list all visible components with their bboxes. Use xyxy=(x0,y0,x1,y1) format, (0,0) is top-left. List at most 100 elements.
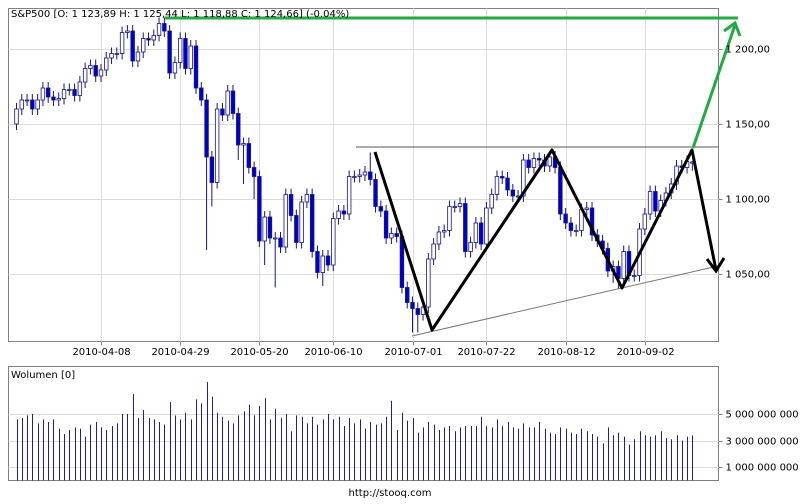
candle-body xyxy=(262,216,267,242)
candle-body xyxy=(558,167,563,215)
candle-body xyxy=(457,203,463,207)
candle-body xyxy=(410,302,415,309)
candle-body xyxy=(162,23,167,32)
candle-body xyxy=(167,30,172,74)
candle-body xyxy=(56,98,61,101)
candle-body xyxy=(61,89,67,99)
candle-body xyxy=(88,65,93,69)
candle-body xyxy=(505,177,510,191)
candle-body xyxy=(320,255,325,273)
y-tick-label: 1 200,00 xyxy=(726,45,771,56)
candle-body xyxy=(632,275,637,277)
candle-body xyxy=(104,57,109,71)
candle-body xyxy=(146,38,151,41)
candle-body xyxy=(67,89,72,91)
x-tick-label: 2010-07-22 xyxy=(457,347,515,358)
candle-body xyxy=(230,90,236,114)
footer: http://stooq.com xyxy=(349,488,432,499)
candle-body xyxy=(141,38,146,53)
candle-body xyxy=(77,81,83,96)
candle-body xyxy=(51,96,56,101)
candle-body xyxy=(415,308,420,315)
candle-body xyxy=(389,233,394,239)
candle-body xyxy=(325,255,331,266)
candle-body xyxy=(93,65,98,77)
candle-body xyxy=(241,143,246,146)
candle-body xyxy=(151,35,156,41)
candle-body xyxy=(188,45,193,69)
candle-body xyxy=(209,156,215,183)
x-tick-label: 2010-04-29 xyxy=(151,347,209,358)
candle-body xyxy=(537,158,542,161)
candle-body xyxy=(394,233,399,237)
candle-body xyxy=(278,237,283,248)
candle-body xyxy=(642,213,648,230)
candle-body xyxy=(288,194,294,216)
candle-body xyxy=(346,176,352,215)
candle-body xyxy=(257,176,262,242)
mark-layer xyxy=(14,17,695,481)
candle-body xyxy=(315,251,320,273)
candle-body xyxy=(35,99,40,110)
candle-body xyxy=(114,53,120,55)
candle-body xyxy=(494,176,500,195)
candle-body xyxy=(177,38,183,63)
candle-body xyxy=(299,201,304,243)
candle-body xyxy=(431,243,436,260)
candle-body xyxy=(156,23,162,36)
volume-panel xyxy=(8,366,719,481)
price-title: S&P500 [O: 1 123,89 H: 1 125,44 L: 1 118… xyxy=(11,9,349,20)
candle-body xyxy=(478,222,484,245)
candle-body xyxy=(468,242,473,252)
user-drawings xyxy=(165,16,742,337)
candle-body xyxy=(283,194,288,248)
candle-body xyxy=(251,167,257,177)
x-tick-label: 2010-06-10 xyxy=(304,347,362,358)
candle-body xyxy=(204,99,209,158)
y-tick-label: 1 000 000 000 xyxy=(726,463,799,474)
candle-body xyxy=(236,113,241,146)
candle-body xyxy=(135,51,141,62)
candle-body xyxy=(563,213,568,224)
candle-body xyxy=(119,32,125,54)
candle-body xyxy=(267,216,273,239)
candle-body xyxy=(589,207,595,236)
pattern-zigzag xyxy=(373,148,718,332)
candle-body xyxy=(489,194,494,209)
candle-body xyxy=(309,194,315,252)
candle-body xyxy=(109,53,114,59)
candle-body xyxy=(45,87,51,98)
pattern-arrowhead xyxy=(705,257,726,274)
candle-body xyxy=(621,251,626,279)
candle-body xyxy=(378,206,384,212)
candle-body xyxy=(373,179,378,207)
candle-body xyxy=(273,237,278,240)
candle-body xyxy=(357,174,362,177)
candle-body xyxy=(526,159,531,168)
x-tick-label: 2010-05-20 xyxy=(230,347,288,358)
candle-body xyxy=(573,230,579,232)
candle-body xyxy=(130,30,135,62)
candle-body xyxy=(40,87,46,101)
candle-body xyxy=(521,159,526,197)
candle-body xyxy=(220,108,225,116)
candle-body xyxy=(304,194,310,203)
candle-body xyxy=(193,45,199,89)
candle-body xyxy=(647,191,653,215)
volume-title: Wolumen [0] xyxy=(11,370,75,381)
x-tick-label: 2010-07-01 xyxy=(384,347,442,358)
candle-body xyxy=(500,176,505,179)
candle-body xyxy=(214,108,220,183)
candle-body xyxy=(336,210,341,219)
candle-body xyxy=(125,30,130,33)
candle-body xyxy=(653,191,658,212)
y-tick-label: 1 150,00 xyxy=(726,120,771,131)
candle-body xyxy=(426,258,431,308)
candle-body xyxy=(484,207,489,245)
candle-body xyxy=(98,69,104,77)
x-tick-label: 2010-04-08 xyxy=(72,347,130,358)
candle-body xyxy=(246,143,252,168)
candle-body xyxy=(30,99,35,110)
candle-body xyxy=(294,215,299,243)
